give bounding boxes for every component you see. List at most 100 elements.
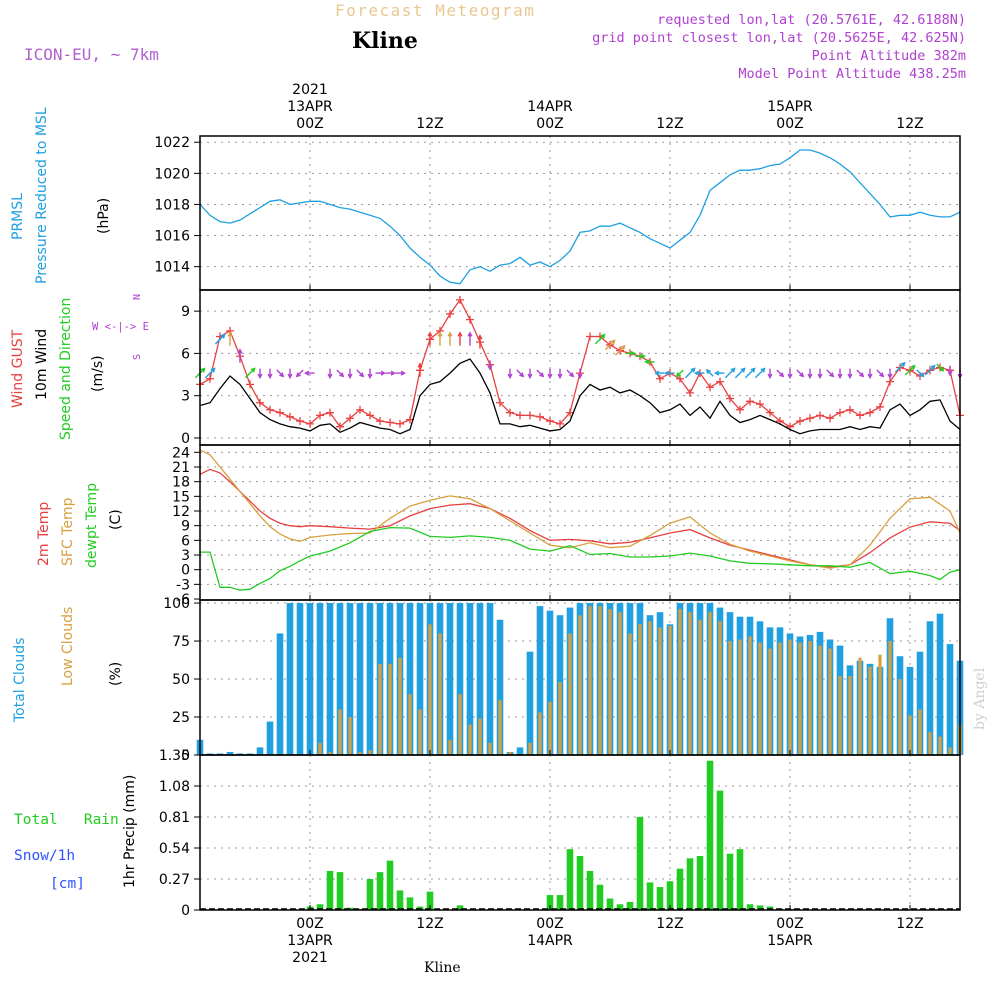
total-cloud-bar — [466, 603, 474, 755]
wind-direction-arrow — [916, 369, 925, 378]
low-cloud-bar — [318, 742, 322, 755]
y-tick-label: 24 — [172, 445, 190, 461]
point-altitude: Point Altitude 382m — [812, 48, 966, 64]
total-cloud-bar — [546, 610, 554, 755]
y-tick-label: 12 — [172, 504, 190, 520]
top-time-label: 15APR — [767, 99, 813, 115]
gust-marker — [276, 408, 284, 417]
y-tick-label: 6 — [181, 346, 190, 362]
forecast-meteogram-title: Forecast Meteogram — [335, 1, 535, 20]
low-cloud-bar — [478, 718, 482, 755]
wind-direction-arrow — [276, 369, 285, 378]
total-cloud-bar — [296, 603, 304, 755]
low-cloud-bar — [338, 709, 342, 755]
y-tick-label: 9 — [181, 304, 190, 320]
total-cloud-bar — [476, 603, 484, 755]
low-cloud-bar — [668, 625, 672, 755]
wind-direction-arrow — [635, 353, 646, 359]
gust-marker — [726, 394, 734, 403]
y-tick-label: 9 — [181, 519, 190, 535]
model-point-altitude: Model Point Altitude 438.25m — [738, 66, 966, 82]
low-cloud-bar — [438, 633, 442, 755]
low-cloud-bar — [498, 700, 502, 755]
low-cloud-bar — [768, 648, 772, 755]
low-cloud-bar — [678, 609, 682, 755]
low-cloud-bar — [658, 627, 662, 755]
wind-direction-arrow — [684, 367, 696, 379]
gust-marker — [456, 295, 464, 304]
wind-direction-arrow — [547, 368, 553, 380]
total-cloud-bar — [936, 613, 944, 755]
gust-marker — [506, 408, 514, 417]
rain-bar — [666, 881, 674, 910]
y-tick-label: 0.54 — [159, 841, 190, 857]
y-tick-label: 1.35 — [159, 748, 190, 764]
wind-direction-arrow — [204, 367, 216, 379]
gust-marker — [376, 417, 384, 426]
total-cloud-bar — [266, 721, 274, 755]
low-cloud-bar — [548, 701, 552, 755]
rain-bar — [626, 901, 634, 910]
y-tick-label: 3 — [181, 389, 190, 405]
low-cloud-bar — [368, 750, 372, 755]
total-clouds-label: Total Clouds — [12, 638, 28, 723]
rain-bar — [656, 887, 664, 910]
wind-direction-arrow — [447, 331, 453, 346]
rain-bar — [406, 897, 414, 910]
snow-label: Snow/1h — [14, 848, 75, 864]
wind-direction-arrow — [904, 364, 916, 376]
y-tick-label: 21 — [172, 460, 190, 476]
low-cloud-bar — [928, 732, 932, 755]
gust-marker — [816, 411, 824, 420]
y-tick-label: 1014 — [154, 260, 190, 276]
wind-direction-arrow — [577, 368, 583, 380]
y-tick-label: 100 — [163, 596, 190, 612]
low-cloud-bar — [608, 609, 612, 755]
low-cloud-bar — [908, 715, 912, 755]
wind-direction-arrow — [787, 368, 793, 380]
low-clouds-label: Low Clouds — [60, 607, 76, 686]
wind-labels: Wind GUST 10m Wind Speed and Direction (… — [10, 294, 149, 440]
wind-direction-arrow — [705, 368, 714, 377]
model-label: ICON-EU, ~ 7km — [24, 45, 159, 64]
compass-we: W <-|-> E — [92, 321, 149, 333]
total-cloud-bar — [516, 747, 524, 755]
total-cloud-bar — [326, 603, 334, 755]
rain-bar — [386, 860, 394, 910]
wind-direction-arrow — [527, 368, 533, 380]
gust-marker — [876, 402, 884, 411]
rain-bar — [546, 895, 554, 910]
total-cloud-bar — [246, 753, 254, 755]
gust-marker — [366, 411, 374, 420]
wind-direction-arrow — [304, 370, 315, 376]
total-cloud-bar — [946, 644, 954, 755]
gust-marker — [316, 411, 324, 420]
gust-marker — [206, 374, 214, 383]
gust-marker — [496, 398, 504, 407]
low-cloud-bar — [458, 694, 462, 755]
rain-bar — [636, 817, 644, 910]
wind-direction-arrow — [837, 368, 843, 380]
wind-direction-arrow — [487, 360, 493, 371]
wind-direction-arrow — [744, 367, 756, 379]
low-cloud-bar — [578, 615, 582, 755]
gust-marker — [256, 398, 264, 407]
low-cloud-bar — [528, 742, 532, 755]
wind-direction-arrow — [936, 363, 945, 372]
ms-unit-label: (m/s) — [90, 355, 106, 392]
temperature-labels: 2m Temp SFC Temp dewpt Temp (C) — [36, 483, 124, 568]
series-line-dewpt-temp — [200, 526, 961, 591]
total-cloud-bar — [226, 751, 234, 755]
temp-2m-label: 2m Temp — [36, 502, 52, 566]
location-title: Kline — [352, 28, 418, 54]
y-tick-label: 0.27 — [159, 872, 190, 888]
precip-labels: Total Rain Snow/1h [cm] 1hr Precip (mm) — [14, 775, 138, 892]
gust-marker — [326, 408, 334, 417]
total-cloud-bar — [496, 619, 504, 755]
low-cloud-bar — [878, 654, 882, 755]
low-cloud-bar — [508, 751, 512, 755]
total-cloud-bar — [366, 603, 374, 755]
gust-marker — [516, 411, 524, 420]
low-cloud-bar — [538, 712, 542, 755]
gust-marker — [386, 418, 394, 427]
